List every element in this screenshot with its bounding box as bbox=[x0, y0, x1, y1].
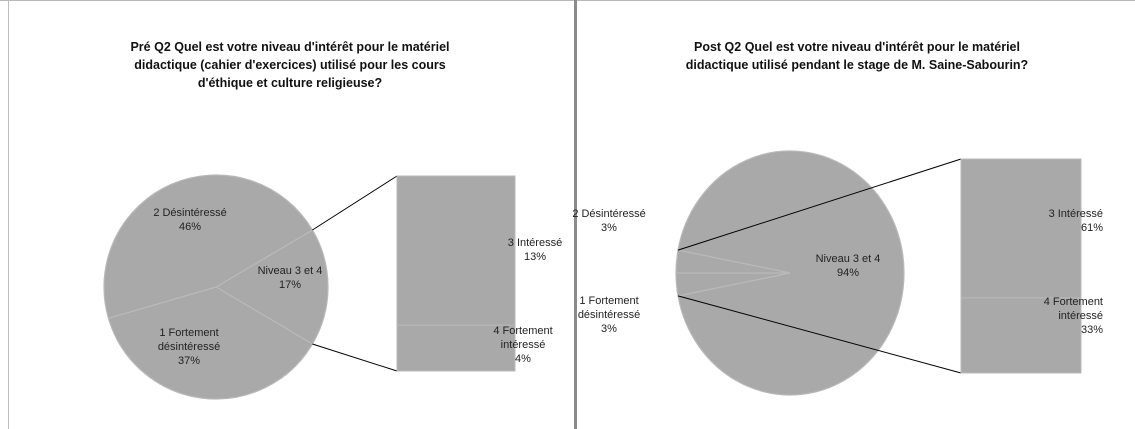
pie-slice bbox=[675, 249, 791, 274]
bar-of-pie-chart: 2 Désintéressé 3% 1 Fortement désintéressé 3… bbox=[572, 150, 1104, 396]
slice-label: 1 Fortement désintéressé 37% bbox=[158, 327, 220, 367]
slice-label: Niveau 3 et 4 17% bbox=[258, 265, 323, 291]
chart-title-line: didactique (cahier d'exercices) utilisé … bbox=[134, 58, 446, 72]
connector-line bbox=[312, 343, 398, 372]
connector-line bbox=[677, 158, 962, 251]
panel-divider bbox=[574, 0, 577, 429]
left-border bbox=[8, 0, 9, 429]
bar-segment bbox=[960, 297, 1082, 374]
pie-slice bbox=[214, 229, 329, 345]
pie-slice bbox=[107, 286, 314, 400]
connector-line bbox=[677, 295, 962, 374]
bar-segment-label: 3 Intéressé 13% bbox=[508, 237, 562, 263]
chart-panel-pre: Pré Q2 Quel est votre niveau d'intérêt p… bbox=[0, 0, 574, 429]
top-border bbox=[0, 0, 574, 1]
bar-of-pie-chart: 2 Désintéressé 46% 1 Fortement désintéressé… bbox=[103, 174, 562, 400]
chart-panel-post: Post Q2 Quel est votre niveau d'intérêt … bbox=[572, 0, 1135, 429]
chart-title-line: Pré Q2 Quel est votre niveau d'intérêt p… bbox=[130, 40, 450, 54]
top-border bbox=[577, 0, 1135, 1]
chart-title-line: d'éthique et culture religieuse? bbox=[197, 76, 383, 90]
slice-label: 2 Désintéressé 3% bbox=[572, 208, 645, 234]
bar-segment-label: 3 Intéressé 61% bbox=[1049, 208, 1104, 234]
slice-label: 1 Fortement désintéressé 3% bbox=[578, 295, 640, 335]
chart-title-line: didactique utilisé pendant le stage de M… bbox=[685, 58, 1029, 72]
bar-segment bbox=[960, 158, 1082, 299]
pie-slice bbox=[103, 174, 314, 319]
bar-segment bbox=[396, 175, 516, 326]
chart-title-line: Post Q2 Quel est votre niveau d'intérêt … bbox=[694, 40, 1020, 54]
bar-segment-label: 4 Fortement intéressé 4% bbox=[493, 325, 552, 365]
chart-title: Post Q2 Quel est votre niveau d'intérêt … bbox=[607, 38, 1107, 74]
pie-slice bbox=[677, 150, 905, 396]
bar-segment-label: 4 Fortement intéressé 33% bbox=[1044, 296, 1104, 336]
bar-segment bbox=[396, 324, 516, 372]
slice-label: 2 Désintéressé 46% bbox=[153, 207, 226, 233]
connector-line bbox=[312, 175, 398, 231]
chart-title: Pré Q2 Quel est votre niveau d'intérêt p… bbox=[40, 38, 540, 92]
slice-label: Niveau 3 et 4 94% bbox=[816, 253, 881, 279]
